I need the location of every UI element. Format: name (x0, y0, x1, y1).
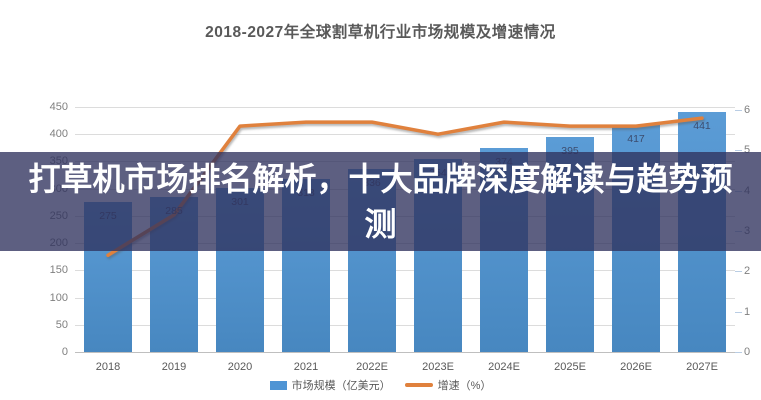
x-tick-label: 2022E (356, 361, 388, 373)
y-tick-label-left: 400 (49, 128, 68, 141)
legend-item-growth: 增速（%） (404, 377, 492, 393)
legend: 市场规模（亿美元） 增速（%） (0, 377, 761, 393)
y-tick-label-left: 150 (49, 264, 68, 277)
y-tick-right (735, 271, 742, 273)
headline-overlay-banner: 打草机市场排名解析，十大品牌深度解读与趋势预测 (0, 152, 761, 251)
x-tick-label: 2025E (554, 361, 586, 373)
headline-text: 打草机市场排名解析，十大品牌深度解读与趋势预测 (28, 160, 733, 242)
y-tick-label-left: 0 (61, 346, 68, 358)
y-tick-label-right: 5 (744, 144, 751, 157)
bar-value-label: 441 (693, 119, 711, 132)
x-tick-label: 2019 (161, 361, 187, 373)
y-tick-label-left: 100 (49, 291, 68, 304)
x-tick-label: 2024E (488, 361, 520, 373)
x-tick-label: 2027E (686, 361, 718, 373)
y-tick-right (735, 150, 742, 152)
x-tick-label: 2021 (293, 361, 319, 373)
x-tick-label: 2018 (95, 361, 121, 373)
y-tick-right (735, 110, 742, 111)
x-tick-label: 2023E (422, 361, 454, 373)
y-tick-label-left: 450 (49, 101, 68, 113)
gridline (75, 324, 735, 326)
legend-label: 增速（%） (437, 380, 492, 392)
chart-title: 2018-2027年全球割草机行业市场规模及增速情况 (205, 24, 556, 41)
legend-label: 市场规模（亿美元） (291, 380, 391, 392)
y-tick-label-right: 6 (744, 104, 751, 116)
line-swatch-icon (404, 383, 433, 387)
gridline (75, 297, 735, 299)
y-tick-label-right: 2 (744, 265, 751, 278)
y-tick-label-right: 1 (744, 305, 751, 318)
gridline (75, 107, 735, 108)
y-tick-right (735, 311, 742, 313)
gridline (75, 352, 735, 353)
gridline (75, 270, 735, 272)
y-tick-label-left: 50 (55, 318, 68, 331)
y-tick-right (735, 352, 742, 353)
bar-value-label: 417 (627, 132, 645, 145)
x-tick-label: 2020 (227, 361, 253, 373)
y-tick-label-right: 0 (744, 346, 751, 358)
legend-item-market-size: 市场规模（亿美元） (269, 377, 391, 393)
x-tick-label: 2026E (620, 361, 652, 373)
bar-swatch-icon (269, 380, 287, 390)
